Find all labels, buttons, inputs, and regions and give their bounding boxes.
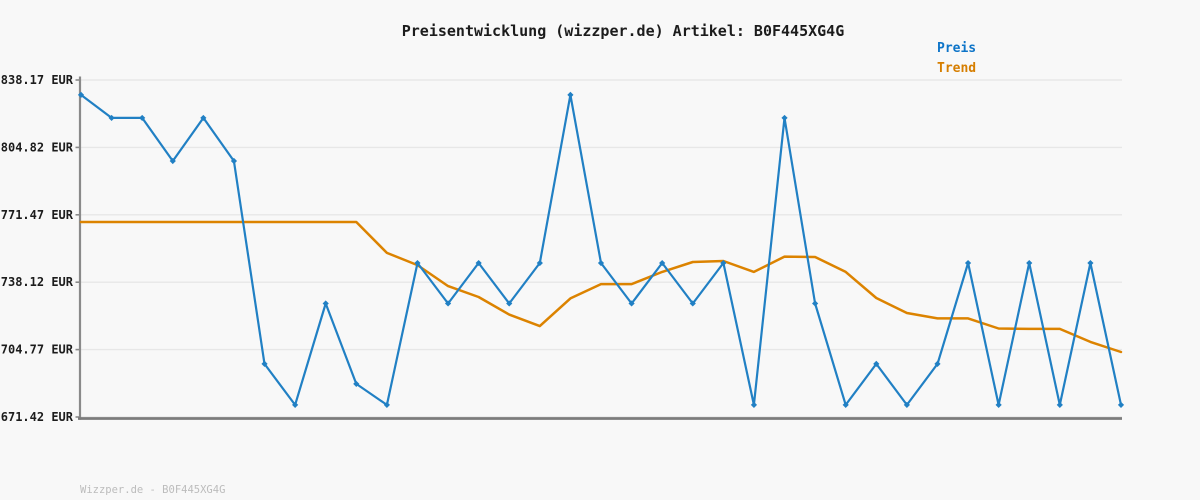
data-point-marker — [414, 259, 421, 267]
data-point-marker — [628, 300, 635, 307]
data-point-marker — [689, 300, 696, 307]
data-point-marker — [781, 114, 788, 122]
legend: Preis Trend — [937, 39, 976, 79]
data-point-marker — [750, 401, 758, 409]
data-point-marker — [567, 91, 574, 98]
data-point-marker — [903, 401, 910, 409]
data-point-marker — [506, 300, 513, 307]
y-tick-label: 671.42 EUR — [1, 410, 74, 424]
data-point-marker — [444, 300, 452, 307]
data-point-marker — [1056, 401, 1063, 409]
y-tick-label: 738.12 EUR — [1, 275, 74, 289]
series-line-preis — [79, 93, 1123, 406]
data-point-marker — [842, 401, 849, 409]
y-tick-label: 804.82 EUR — [1, 140, 74, 154]
data-point-marker — [1026, 259, 1033, 267]
data-point-marker — [1117, 401, 1125, 409]
y-tick-label: 838.17 EUR — [1, 73, 74, 87]
data-point-marker — [292, 401, 299, 409]
series-line-trend — [79, 220, 1123, 354]
data-point-marker — [383, 401, 390, 409]
data-point-marker — [77, 91, 85, 98]
data-point-marker — [139, 114, 146, 122]
y-tick-label: 771.47 EUR — [1, 208, 74, 222]
legend-item-trend: Trend — [937, 61, 977, 76]
data-point-marker — [536, 259, 543, 267]
data-point-marker — [169, 157, 176, 165]
data-point-marker — [597, 259, 605, 267]
y-tick-label: 704.77 EUR — [1, 343, 74, 357]
data-point-marker — [322, 300, 329, 307]
data-point-marker — [720, 259, 727, 267]
data-point-marker — [995, 401, 1002, 409]
legend-item-preis: Preis — [937, 41, 977, 56]
data-point-marker — [873, 360, 880, 367]
data-point-marker — [200, 114, 207, 122]
data-point-marker — [812, 300, 819, 307]
data-point-marker — [353, 380, 360, 387]
data-point-marker — [934, 360, 941, 367]
watermark-text: Wizzper.de - B0F445XG4G — [80, 484, 226, 496]
data-point-marker — [230, 157, 238, 165]
data-point-marker — [108, 114, 115, 122]
data-point-marker — [659, 259, 666, 267]
data-point-marker — [1087, 259, 1094, 267]
data-point-marker — [475, 259, 482, 267]
data-point-marker — [964, 259, 972, 267]
data-point-marker — [261, 360, 268, 367]
chart-title: Preisentwicklung (wizzper.de) Artikel: B… — [401, 22, 845, 40]
